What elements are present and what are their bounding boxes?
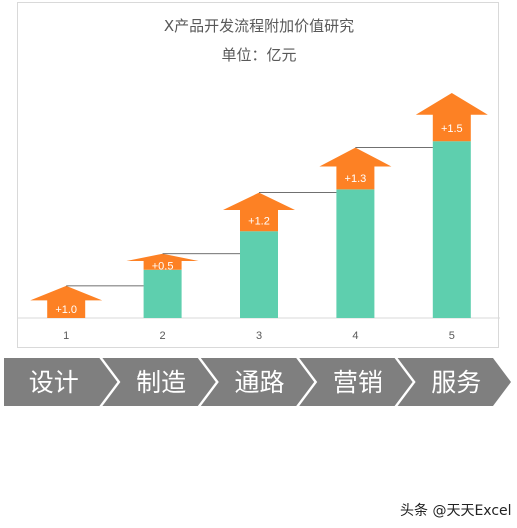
watermark: 头条 @天天Excel — [400, 503, 512, 519]
increment-label-3: +1.2 — [248, 216, 270, 228]
x-tick-label: 1 — [63, 330, 69, 342]
process-flow: 设计 制造 通路 营销 服务 — [4, 358, 511, 406]
bar-4 — [336, 189, 375, 318]
chart-title: X产品开发流程附加价值研究 — [164, 17, 354, 35]
process-stage-label: 营销 — [333, 368, 383, 397]
chart-svg: X产品开发流程附加价值研究 单位：亿元 +1.0 1 +0.5 2 +1.2 3 +1.3 4… — [18, 17, 500, 342]
bar-5 — [432, 141, 471, 318]
increment-arrow-3 — [223, 192, 295, 232]
chart-subtitle: 单位：亿元 — [221, 46, 296, 64]
x-tick-label: 3 — [256, 330, 262, 342]
increment-label-2: +0.5 — [152, 260, 174, 272]
process-stage-chevron — [4, 358, 118, 406]
process-stage-label: 服务 — [431, 368, 481, 397]
x-tick-label: 2 — [160, 330, 166, 342]
chart-container: X产品开发流程附加价值研究 单位：亿元 +1.0 1 +0.5 2 +1.2 3 +1.3 4… — [17, 2, 500, 348]
increment-arrow-1 — [30, 285, 103, 318]
process-stage-chevron — [102, 358, 216, 406]
process-stages: 设计 制造 通路 营销 服务 — [4, 358, 511, 406]
increment-arrow-2 — [126, 253, 199, 270]
process-stage-chevron — [397, 358, 511, 406]
process-stage-chevron — [299, 358, 413, 406]
increment-arrow-4 — [319, 147, 392, 190]
bar-2 — [143, 269, 182, 318]
bar-3 — [240, 231, 278, 318]
increment-arrow-5 — [415, 93, 488, 142]
process-stage-chevron — [200, 358, 315, 406]
process-stage-label: 设计 — [29, 368, 79, 397]
x-tick-label: 5 — [449, 330, 455, 342]
process-stage-label: 制造 — [136, 368, 186, 397]
process-stage-label: 通路 — [234, 368, 284, 397]
increment-label-5: +1.5 — [441, 123, 463, 135]
increment-label-4: +1.3 — [345, 173, 367, 185]
increment-label-1: +1.0 — [55, 304, 77, 316]
x-tick-label: 4 — [352, 330, 358, 342]
chart-marks: +1.0 1 +0.5 2 +1.2 3 +1.3 4 +1.5 5 — [18, 93, 500, 342]
